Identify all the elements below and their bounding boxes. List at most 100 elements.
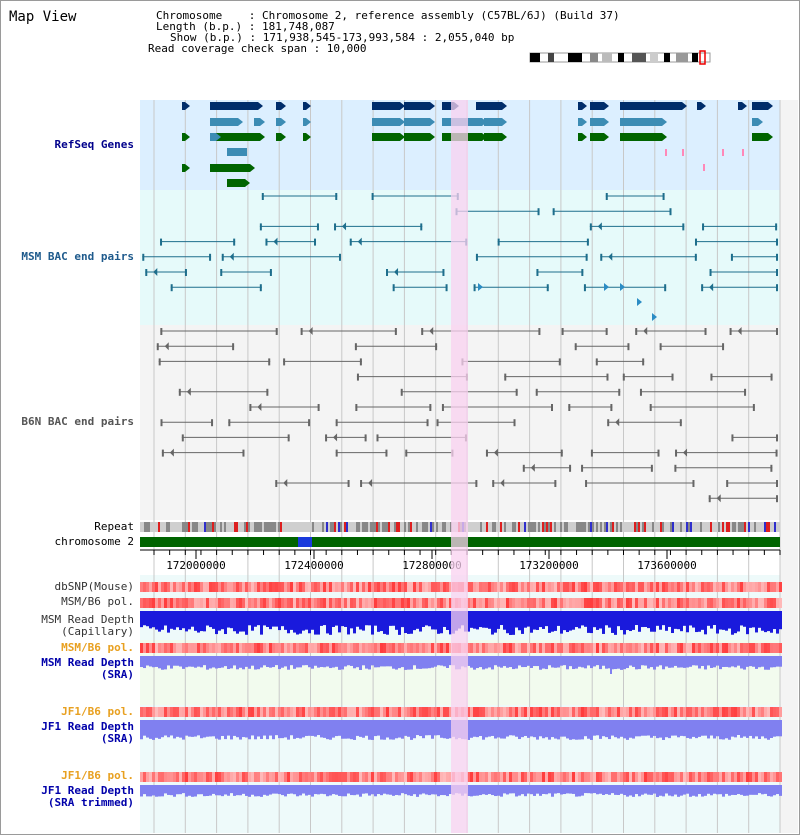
msm-depth-sra-bin: [347, 656, 350, 666]
repeat-bin: [476, 522, 478, 532]
msm-depth-sra-bin: [251, 656, 254, 666]
jf1-b6-pol-bin: [290, 707, 293, 717]
jf1-depth-trimmed-bin: [470, 785, 473, 797]
msm-b6-pol-bin: [248, 598, 251, 608]
msm-depth-capillary-bin: [278, 611, 281, 631]
msm-depth-capillary-bin: [518, 611, 521, 631]
repeat-bin: [630, 522, 632, 532]
jf1-b6-pol-trimmed-bin: [176, 772, 179, 782]
msm-bac-pair-end: [349, 238, 352, 246]
jf1-b6-pol-bin: [770, 707, 773, 717]
jf1-depth-trimmed-bin: [152, 785, 155, 796]
dbsnp-bin: [521, 582, 524, 592]
repeat-bin: [548, 522, 550, 532]
msm-b6-pol-sra-bin: [746, 643, 749, 653]
msm-bac-pair-arrow: [229, 252, 234, 261]
jf1-depth-trimmed-bin: [647, 785, 650, 795]
msm-depth-sra-bin: [662, 656, 665, 670]
dbsnp-bin: [179, 582, 182, 592]
msm-depth-capillary-bin: [311, 611, 314, 630]
dbsnp-bin: [701, 582, 704, 592]
b6n-bac-pair-end: [475, 480, 478, 487]
jf1-depth-sra-bin: [536, 720, 539, 740]
msm-depth-sra-bin: [425, 656, 428, 669]
msm-b6-pol-bin: [263, 598, 266, 608]
dbsnp-bin: [203, 582, 206, 592]
b6n-bac-pair-end: [671, 373, 674, 381]
repeat-bin: [418, 522, 420, 532]
repeat-bin: [280, 522, 282, 532]
jf1-depth-sra-bin: [647, 720, 650, 736]
gene-feature: [210, 102, 258, 110]
dbsnp-bin: [725, 582, 728, 592]
repeat-bin: [754, 522, 756, 532]
repeat-bin: [576, 522, 578, 532]
jf1-depth-trimmed-bin: [554, 785, 557, 794]
jf1-depth-sra-bin: [413, 720, 416, 739]
jf1-depth-trimmed-label-1: JF1 Read Depth: [41, 784, 134, 797]
repeat-bin: [734, 522, 736, 532]
jf1-depth-trimmed-bin: [593, 785, 596, 794]
msm-b6-pol-bin: [275, 598, 278, 608]
msm-depth-capillary-bin: [578, 611, 581, 629]
jf1-b6-pol-trimmed-bin: [386, 772, 389, 782]
msm-depth-sra-bin: [215, 656, 218, 669]
gene-arrow: [582, 133, 587, 141]
msm-b6-pol-sra-bin: [206, 643, 209, 653]
jf1-depth-sra-bin: [737, 720, 740, 736]
msm-b6-pol-bin: [509, 598, 512, 608]
jf1-b6-pol-trimmed-bin: [536, 772, 539, 782]
msm-depth-sra-bin: [590, 656, 593, 669]
jf1-b6-pol-trimmed-bin: [179, 772, 182, 782]
msm-depth-capillary-bin: [209, 611, 212, 628]
msm-depth-capillary-bin: [368, 611, 371, 626]
gene-arrow: [281, 118, 286, 126]
b6n-bac-pair-end: [405, 449, 408, 457]
repeat-bin: [334, 522, 336, 532]
repeat-bin: [620, 522, 622, 532]
jf1-b6-pol-trimmed-bin: [683, 772, 686, 782]
msm-b6-pol-sra-bin: [362, 643, 365, 653]
msm-b6-pol-sra-bin: [566, 643, 569, 653]
gene-arrow: [768, 102, 773, 110]
msm-depth-capillary-bin: [764, 611, 767, 633]
jf1-b6-pol-bin: [359, 707, 362, 717]
msm-bac-label[interactable]: MSM BAC end pairs: [21, 250, 134, 263]
msm-depth-capillary-bin: [494, 611, 497, 633]
msm-depth-sra-bin: [356, 656, 359, 668]
jf1-b6-pol-trimmed-bin: [551, 772, 554, 782]
jf1-b6-pol-bin: [773, 707, 776, 717]
msm-b6-pol-bin: [257, 598, 260, 608]
msm-depth-sra-bin: [611, 656, 614, 670]
dbsnp-bin: [686, 582, 689, 592]
repeat-bin: [148, 522, 150, 532]
msm-depth-sra-bin: [623, 656, 626, 670]
refseq-genes-label[interactable]: RefSeq Genes: [54, 138, 134, 151]
msm-b6-pol-bin: [518, 598, 521, 608]
dbsnp-bin: [341, 582, 344, 592]
jf1-b6-pol-bin: [473, 707, 476, 717]
jf1-depth-sra-bin: [245, 720, 248, 738]
msm-b6-pol-bin: [617, 598, 620, 608]
jf1-b6-pol-trimmed-bin: [578, 772, 581, 782]
msm-depth-capillary-bin: [200, 611, 203, 632]
dbsnp-bin: [332, 582, 335, 592]
gene-feature: [578, 102, 582, 110]
jf1-b6-pol-bin: [200, 707, 203, 717]
jf1-depth-trimmed-bin: [233, 785, 236, 796]
msm-b6-pol-sra-bin: [698, 643, 701, 653]
msm-depth-sra-bin: [269, 656, 272, 668]
jf1-b6-pol-bin: [626, 707, 629, 717]
dbsnp-bin: [563, 582, 566, 592]
jf1-depth-sra-bin: [488, 720, 491, 737]
jf1-b6-pol-trimmed-bin: [467, 772, 470, 782]
msm-depth-capillary-bin: [644, 611, 647, 627]
msm-b6-pol-bin: [227, 598, 230, 608]
b6n-bac-label[interactable]: B6N BAC end pairs: [21, 415, 134, 428]
dbsnp-bin: [566, 582, 569, 592]
jf1-b6-pol-bin: [296, 707, 299, 717]
msm-depth-sra-bin: [566, 656, 569, 670]
msm-b6-pol-sra-bin: [743, 643, 746, 653]
msm-depth-sra-bin: [392, 656, 395, 669]
